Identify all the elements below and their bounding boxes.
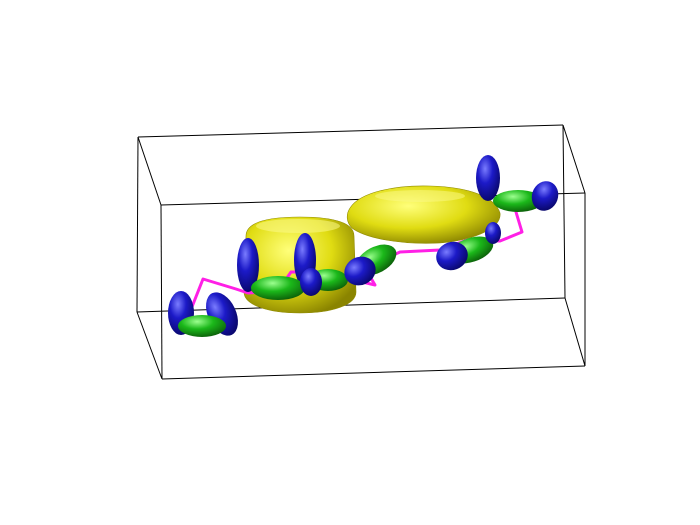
bounding-box	[136, 124, 586, 380]
pi-orbital-lobe	[344, 256, 376, 286]
box-edge	[160, 204, 163, 380]
pi-orbital-lobe	[485, 222, 501, 244]
sigma-bond-lobe	[178, 315, 226, 337]
box-edge	[564, 297, 586, 367]
isosurface-highlight	[256, 219, 340, 233]
isosurface-highlight	[375, 190, 465, 202]
box-edge	[136, 311, 163, 380]
box-edge	[137, 124, 564, 138]
box-edge	[562, 124, 566, 299]
pi-orbital-lobe	[476, 155, 500, 201]
pi-orbital-lobe	[436, 241, 468, 271]
orbital-group	[476, 155, 559, 212]
sigma-bond-lobe	[493, 190, 543, 212]
orbital-group	[436, 222, 501, 271]
sigma-bond-lobe	[251, 276, 305, 300]
box-edge	[161, 365, 586, 380]
pi-orbital-lobe	[300, 268, 322, 296]
orbital-group	[168, 291, 238, 337]
pi-orbital-lobe	[531, 181, 559, 211]
orbital-group	[237, 233, 348, 300]
orbital-group	[344, 244, 397, 286]
box-edge	[562, 124, 586, 194]
box-edge	[137, 136, 162, 206]
pi-orbital-lobe	[237, 238, 259, 292]
box-edge	[136, 136, 139, 313]
